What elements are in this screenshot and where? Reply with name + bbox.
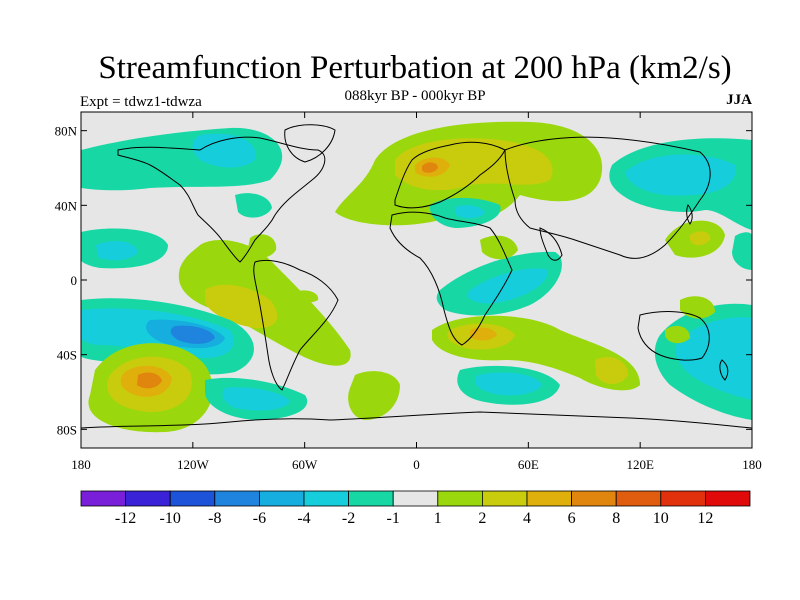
lat-tick-label: 40S [57, 348, 77, 363]
lat-tick-label: 0 [71, 273, 78, 288]
colorbar-swatch [481, 490, 528, 507]
contour-positive-south-indian-east [595, 356, 628, 385]
colorbar-swatch [392, 490, 439, 507]
coastlines [81, 124, 752, 429]
longitude-axis: 180 120W 60W 0 60E 120E 180 [71, 112, 762, 472]
contour-positive-nile [480, 235, 518, 260]
colorbar: -12 -10 -8 -6 -4 -2 -1 1 2 4 6 8 10 12 [80, 490, 751, 527]
coast-north-america [117, 136, 326, 263]
colorbar-label: 12 [697, 510, 713, 527]
contour-positive-west-pacific-inner [690, 231, 711, 246]
colorbar-label: 4 [523, 510, 531, 527]
coast-antarctica [81, 411, 752, 429]
contour-negative-far-east [732, 232, 752, 270]
colorbar-label: 6 [568, 510, 576, 527]
colorbar-swatch [169, 490, 216, 507]
contour-positive-south-indian-core [470, 327, 497, 341]
coast-asia [504, 136, 711, 259]
coast-africa [389, 211, 513, 346]
contour-negative-south-pacific-max [170, 325, 215, 344]
contour-negative-arctic-west-inner [192, 133, 256, 168]
contour-positive-australia [665, 325, 690, 344]
colorbar-label: -10 [160, 510, 181, 527]
contour-positive-south-pacific-max [137, 372, 162, 389]
contour-negative-africa-indian-inner [467, 268, 549, 304]
colorbar-swatch [437, 490, 483, 507]
map-title: Streamfunction Perturbation at 200 hPa (… [98, 50, 732, 86]
lon-tick-label: 180 [742, 457, 762, 472]
colorbar-swatch [571, 490, 617, 507]
coast-japan [686, 204, 693, 225]
contour-positive-eurasia-inner [395, 138, 553, 191]
lon-tick-label: 0 [413, 457, 420, 472]
coast-south-america [253, 259, 339, 391]
colorbar-label: -12 [115, 510, 136, 527]
latitude-axis: 80N 40N 0 40S 80S [55, 124, 752, 437]
lon-tick-label: 120E [626, 457, 654, 472]
colorbar-swatch [125, 490, 171, 507]
colorbar-label: -1 [387, 510, 400, 527]
contour-positive-new-guinea [680, 296, 715, 319]
lon-tick-label: 180 [71, 457, 91, 472]
coast-new-zealand [719, 359, 729, 381]
colorbar-swatch [348, 490, 394, 507]
coast-australia [637, 311, 710, 361]
lon-tick-label: 60E [518, 457, 539, 472]
colorbar-swatch [258, 490, 305, 507]
colorbar-label: 10 [653, 510, 669, 527]
colorbar-swatch [705, 490, 751, 507]
contour-negative-mediterranean-inner [455, 205, 485, 219]
colorbar-swatch [615, 490, 662, 507]
lon-tick-label: 60W [292, 457, 318, 472]
colorbar-swatch [214, 490, 260, 507]
lat-tick-label: 80S [57, 422, 77, 437]
colorbar-label: -8 [208, 510, 221, 527]
colorbar-swatch [526, 490, 572, 507]
colorbar-label: -2 [342, 510, 355, 527]
colorbar-swatch [80, 490, 126, 507]
lat-tick-label: 80N [55, 124, 78, 139]
contour-fields [81, 121, 752, 433]
contour-negative-north-atlantic [235, 193, 272, 218]
contour-negative-australia-inner [675, 317, 752, 400]
experiment-label: Expt = tdwz1-tdwza [80, 94, 202, 110]
contour-positive-atlantic-equator [295, 290, 319, 303]
contour-negative-drake-inner [222, 387, 290, 411]
colorbar-label: -6 [253, 510, 266, 527]
colorbar-swatch [303, 490, 349, 507]
lat-tick-label: 40N [55, 198, 78, 213]
colorbar-label: 1 [434, 510, 442, 527]
colorbar-swatch [660, 490, 706, 507]
coast-greenland [284, 124, 336, 163]
contour-positive-south-atlantic [348, 371, 400, 420]
contour-positive-eurasia-max [422, 162, 438, 173]
colorbar-label: -4 [297, 510, 310, 527]
coast-india [539, 227, 563, 261]
lon-tick-label: 120W [177, 457, 210, 472]
colorbar-label: 8 [612, 510, 620, 527]
colorbar-label: 2 [478, 510, 486, 527]
contour-negative-southern-indian-inner [475, 372, 542, 396]
contour-negative-east-pacific-inner [96, 240, 138, 261]
season-label: JJA [726, 92, 752, 108]
map-subtitle: 088kyr BP - 000kyr BP [344, 88, 486, 104]
